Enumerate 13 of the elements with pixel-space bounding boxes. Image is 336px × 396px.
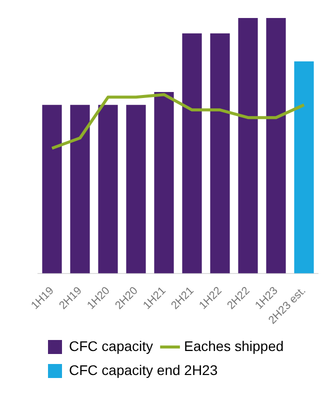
bar: [182, 33, 202, 274]
legend-label: CFC capacity end 2H23: [69, 362, 218, 378]
bar: [42, 104, 62, 274]
bar: [294, 61, 314, 274]
legend-label: Eaches shipped: [184, 338, 284, 354]
bar: [126, 104, 146, 274]
bar: [70, 104, 90, 274]
bar: [238, 18, 258, 274]
bar: [210, 33, 230, 274]
bar: [266, 18, 286, 274]
legend-label: CFC capacity: [69, 338, 154, 354]
bar: [98, 104, 118, 274]
bar: [154, 92, 174, 274]
